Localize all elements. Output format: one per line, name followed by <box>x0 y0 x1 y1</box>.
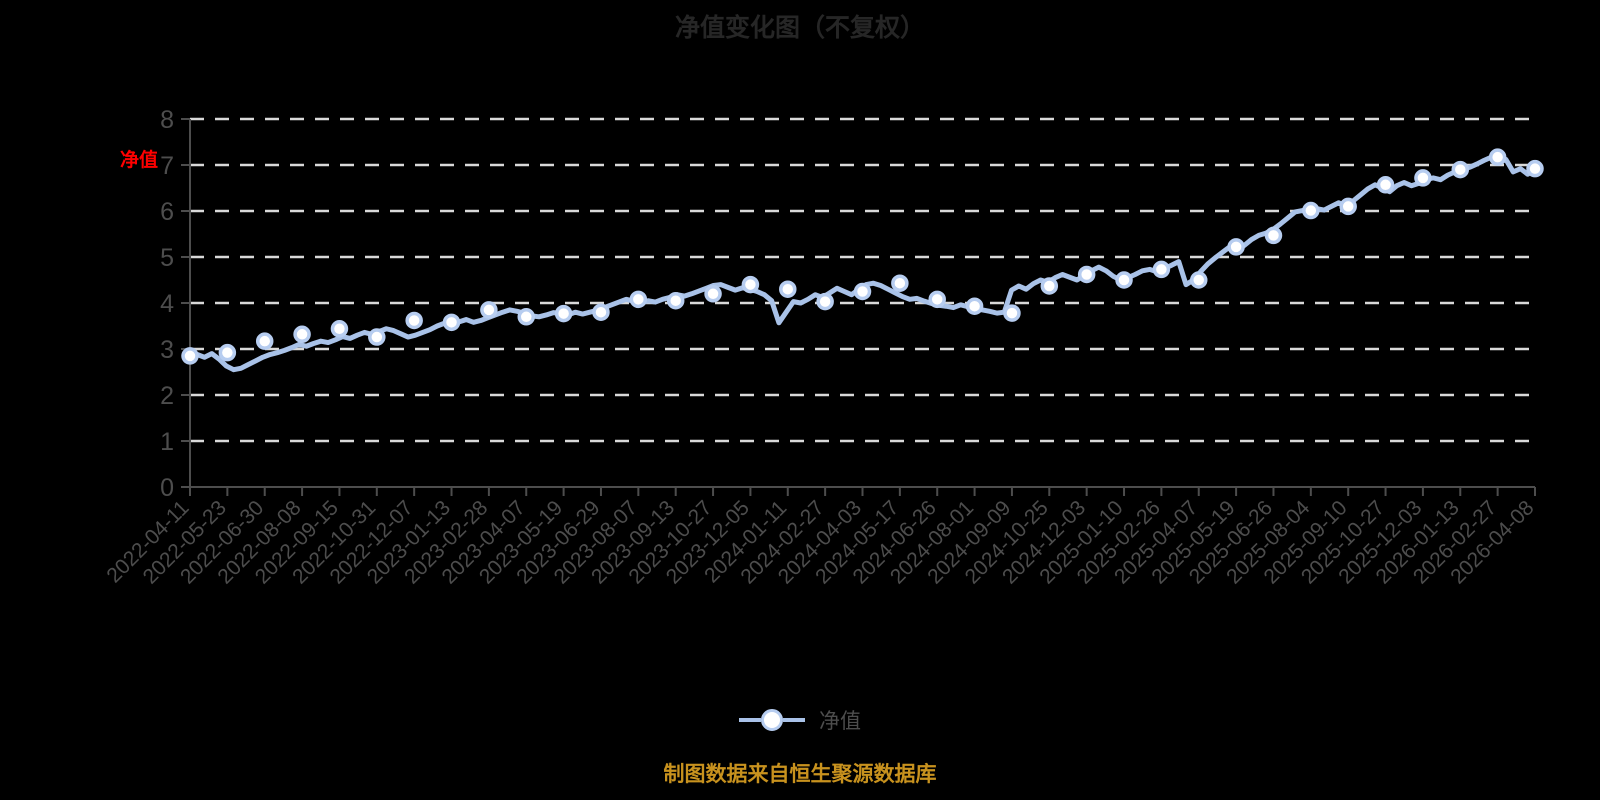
data-point-marker[interactable] <box>1302 201 1320 220</box>
chart-title: 净值变化图（不复权） <box>674 14 925 42</box>
gridlines <box>190 117 1535 443</box>
data-point-marker[interactable] <box>405 311 423 330</box>
data-point-marker[interactable] <box>293 325 311 344</box>
data-point-marker[interactable] <box>1339 197 1357 216</box>
data-point-marker[interactable] <box>965 297 984 315</box>
y-tick-label: 1 <box>160 428 174 456</box>
data-point-marker[interactable] <box>1190 271 1208 289</box>
data-point-marker[interactable] <box>1152 260 1171 279</box>
data-point-marker[interactable] <box>330 320 349 338</box>
y-axis-ticks: 0 1 2 3 4 5 6 7 8 <box>160 106 190 502</box>
data-point-marker[interactable] <box>1264 226 1283 245</box>
data-point-marker[interactable] <box>1227 238 1245 256</box>
data-point-marker[interactable] <box>480 301 498 319</box>
data-point-marker[interactable] <box>1040 277 1059 295</box>
data-point-marker[interactable] <box>1526 159 1544 178</box>
data-point-marker[interactable] <box>554 304 573 323</box>
data-point-marker[interactable] <box>928 290 946 309</box>
y-tick-label: 7 <box>160 152 174 180</box>
data-point-marker[interactable] <box>1077 265 1096 284</box>
data-point-marker[interactable] <box>592 303 610 321</box>
legend-label: 净值 <box>819 710 861 733</box>
net-value-line <box>187 154 1538 373</box>
data-point-marker[interactable] <box>704 285 722 303</box>
data-point-marker[interactable] <box>368 328 386 346</box>
data-point-marker[interactable] <box>629 290 648 309</box>
data-point-marker[interactable] <box>1488 148 1507 166</box>
chart-legend[interactable]: 净值 <box>0 705 1600 735</box>
data-point-marker[interactable] <box>1003 304 1021 322</box>
footer-note: 制图数据来自恒生聚源数据库 <box>663 763 937 786</box>
y-tick-label: 3 <box>160 336 174 364</box>
legend-line-icon <box>739 718 761 722</box>
data-point-marker[interactable] <box>218 343 237 362</box>
data-point-marker[interactable] <box>853 282 872 301</box>
data-point-marker[interactable] <box>741 275 760 294</box>
legend-line-icon-right <box>783 718 805 722</box>
data-point-marker[interactable] <box>255 332 274 350</box>
legend-marker-icon <box>761 709 783 731</box>
data-point-marker[interactable] <box>442 313 461 332</box>
data-point-marker[interactable] <box>1414 169 1432 187</box>
data-point-marker[interactable] <box>1451 160 1470 179</box>
data-point-marker[interactable] <box>816 292 834 311</box>
y-tick-label: 5 <box>160 244 174 272</box>
y-axis-caption: 净值 <box>120 148 158 171</box>
data-point-marker[interactable] <box>1376 176 1395 194</box>
data-point-marker[interactable] <box>891 274 909 292</box>
data-point-marker[interactable] <box>779 280 797 298</box>
y-tick-label: 0 <box>160 474 174 502</box>
data-point-marker[interactable] <box>666 291 685 310</box>
y-tick-label: 2 <box>160 382 174 410</box>
data-point-marker[interactable] <box>1115 271 1133 289</box>
x-axis-ticks: 2022-04-112022-05-232022-06-302022-08-08… <box>102 487 1539 588</box>
y-tick-label: 8 <box>160 106 174 134</box>
data-point-marker[interactable] <box>517 308 535 326</box>
y-tick-label: 4 <box>160 290 174 318</box>
net-value-markers <box>181 148 1544 365</box>
y-tick-label: 6 <box>160 198 174 226</box>
data-point-marker[interactable] <box>181 347 199 365</box>
